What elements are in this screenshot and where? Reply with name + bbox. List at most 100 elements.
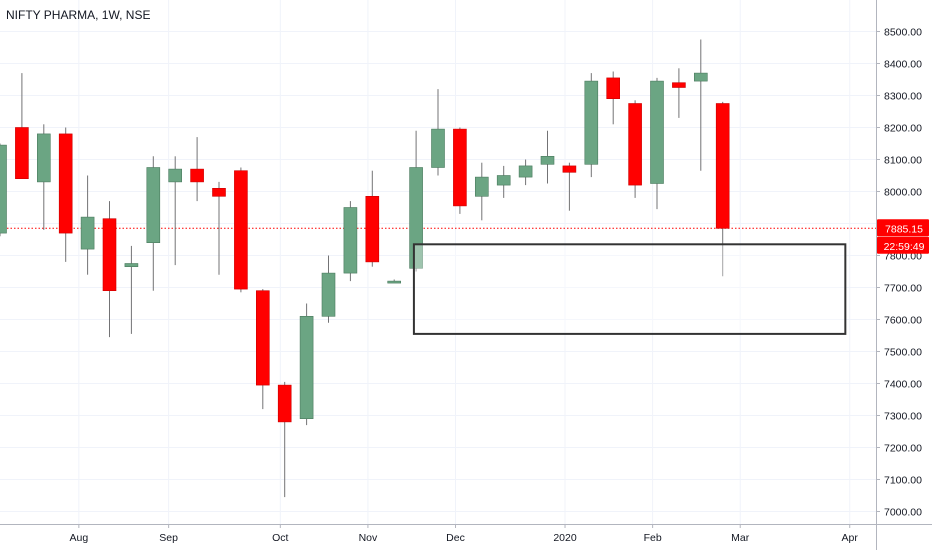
x-tick-label: Aug: [69, 532, 88, 544]
candle: [80, 175, 95, 275]
candle-body: [36, 133, 51, 183]
candle: [584, 73, 599, 178]
candle: [540, 130, 555, 184]
candle-body: [672, 82, 686, 88]
candle-body: [190, 168, 204, 183]
x-tick-label: Sep: [159, 532, 178, 544]
candle: [277, 381, 292, 498]
y-tick-label: 7400.00: [884, 379, 922, 391]
candle-body: [584, 80, 599, 165]
candle-body: [387, 280, 402, 284]
y-tick-label: 8400.00: [884, 59, 922, 71]
y-tick-label: 7500.00: [884, 347, 922, 359]
candle-body: [365, 196, 380, 263]
candle-body: [15, 127, 29, 180]
y-tick-label: 8500.00: [884, 27, 922, 39]
candle-body: [277, 384, 292, 423]
candle: [628, 100, 642, 198]
y-tick-label: 8000.00: [884, 187, 922, 199]
drawings[interactable]: [412, 243, 847, 335]
candle-body: [146, 167, 161, 243]
chart-title: NIFTY PHARMA, 1W, NSE: [6, 8, 151, 22]
candle: [343, 201, 358, 282]
x-tick-label: Oct: [272, 532, 288, 544]
candle-body: [255, 290, 270, 386]
x-tick-label: 2020: [553, 532, 577, 544]
candle-body: [212, 188, 226, 197]
y-tick-label: 7600.00: [884, 315, 922, 327]
candle: [234, 167, 248, 293]
candle-body: [58, 133, 73, 234]
candle: [453, 127, 467, 214]
y-tick-label: 7000.00: [884, 507, 922, 519]
x-tick-label: Apr: [842, 532, 859, 544]
countdown-label: 22:59:49: [884, 241, 925, 253]
y-tick-label: 7200.00: [884, 443, 922, 455]
candle: [102, 201, 117, 338]
y-tick-label: 7300.00: [884, 411, 922, 423]
candle: [496, 165, 511, 198]
y-tick-label: 7700.00: [884, 283, 922, 295]
candle-body: [80, 216, 95, 250]
candle: [365, 170, 380, 267]
candle: [650, 77, 664, 210]
candle-body: [453, 128, 467, 207]
candle-body: [321, 272, 336, 317]
candle: [409, 130, 423, 272]
candle: [474, 162, 489, 221]
candle-body: [0, 144, 7, 234]
candle-body: [628, 103, 642, 186]
candle-body: [409, 167, 423, 269]
candle-body: [168, 168, 182, 183]
candle: [562, 162, 577, 211]
candle-body: [496, 175, 511, 186]
last-price-label: 7885.15: [885, 223, 923, 235]
candle: [146, 156, 161, 291]
candle: [212, 181, 226, 275]
candle: [124, 245, 139, 334]
candle: [15, 73, 29, 180]
x-tick-label: Dec: [446, 532, 465, 544]
candle: [431, 89, 445, 176]
x-tick-label: Nov: [359, 532, 378, 544]
candle-body: [299, 315, 314, 419]
candle-body: [606, 77, 621, 100]
candle: [693, 39, 708, 171]
x-tick-label: Feb: [644, 532, 662, 544]
candle-body: [124, 263, 139, 267]
candle-body: [540, 156, 555, 165]
candle: [606, 71, 621, 125]
candle-body: [474, 176, 489, 197]
candle: [0, 143, 7, 237]
candle-body: [693, 72, 708, 82]
candle-body: [715, 103, 730, 229]
candle: [168, 156, 182, 266]
candle-body: [518, 165, 533, 178]
candle: [672, 68, 686, 118]
y-tick-label: 7100.00: [884, 475, 922, 487]
candle: [387, 279, 402, 284]
candle: [518, 159, 533, 186]
candle-body: [343, 207, 358, 274]
candle-body: [431, 128, 445, 168]
candle-body: [650, 80, 664, 184]
candle: [321, 255, 336, 323]
countdown-badge: [877, 236, 929, 254]
candle: [190, 137, 204, 202]
last-price-badge: [877, 219, 929, 237]
candle: [58, 127, 73, 262]
y-tick-label: 8300.00: [884, 91, 922, 103]
candle: [715, 101, 730, 277]
x-tick-label: Mar: [731, 532, 750, 544]
candles: [0, 39, 730, 498]
candle-body: [102, 218, 117, 291]
y-tick-label: 8100.00: [884, 155, 922, 167]
candle: [36, 124, 51, 230]
candle-body: [234, 170, 248, 290]
zone-rectangle[interactable]: [412, 243, 847, 335]
candle-body: [562, 165, 577, 173]
candle: [299, 303, 314, 426]
candle: [255, 289, 270, 410]
